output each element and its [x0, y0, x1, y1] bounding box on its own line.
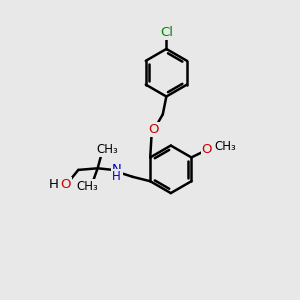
Text: H: H: [48, 178, 58, 191]
Text: N: N: [112, 163, 122, 176]
Text: CH₃: CH₃: [76, 180, 98, 193]
Text: CH₃: CH₃: [97, 143, 118, 156]
Text: O: O: [148, 123, 158, 136]
Text: CH₃: CH₃: [214, 140, 236, 153]
Text: O: O: [202, 142, 212, 156]
Text: Cl: Cl: [160, 26, 173, 39]
Text: H: H: [112, 170, 121, 183]
Text: O: O: [60, 178, 70, 191]
